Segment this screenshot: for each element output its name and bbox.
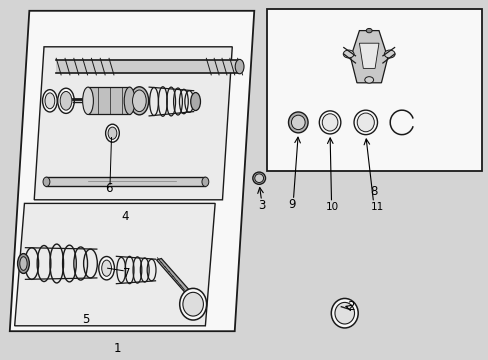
Polygon shape (266, 9, 481, 171)
Polygon shape (350, 31, 387, 83)
Polygon shape (156, 258, 190, 293)
Text: 2: 2 (346, 300, 354, 313)
Polygon shape (10, 11, 254, 331)
Ellipse shape (252, 172, 265, 184)
Text: 1: 1 (113, 342, 121, 355)
Text: 9: 9 (287, 198, 295, 211)
Ellipse shape (334, 302, 354, 324)
Ellipse shape (288, 112, 307, 133)
Text: 8: 8 (369, 185, 377, 198)
Ellipse shape (99, 256, 114, 280)
Ellipse shape (105, 124, 119, 142)
Ellipse shape (20, 257, 27, 270)
Ellipse shape (102, 260, 111, 276)
Ellipse shape (132, 90, 146, 112)
Ellipse shape (124, 87, 135, 114)
Ellipse shape (291, 115, 305, 130)
Ellipse shape (235, 59, 244, 74)
Ellipse shape (353, 110, 377, 135)
Text: 3: 3 (257, 199, 265, 212)
Text: 7: 7 (123, 267, 131, 280)
Polygon shape (56, 60, 239, 73)
Text: 5: 5 (81, 313, 89, 326)
Ellipse shape (366, 28, 371, 33)
Ellipse shape (319, 111, 340, 134)
Ellipse shape (356, 113, 374, 132)
Polygon shape (359, 43, 378, 68)
Ellipse shape (343, 50, 353, 58)
Ellipse shape (331, 298, 357, 328)
Ellipse shape (108, 127, 117, 139)
Text: 6: 6 (104, 182, 112, 195)
Ellipse shape (43, 177, 50, 186)
Ellipse shape (180, 288, 206, 320)
Ellipse shape (183, 292, 203, 316)
Text: 10: 10 (325, 202, 338, 212)
Ellipse shape (18, 253, 29, 274)
Ellipse shape (322, 114, 337, 131)
Text: 4: 4 (121, 210, 128, 223)
Polygon shape (46, 177, 205, 186)
Ellipse shape (60, 91, 72, 110)
Ellipse shape (202, 177, 208, 186)
Ellipse shape (384, 50, 394, 58)
Polygon shape (88, 87, 129, 114)
Ellipse shape (45, 93, 55, 109)
Ellipse shape (130, 87, 148, 115)
Ellipse shape (58, 88, 74, 113)
Polygon shape (15, 203, 215, 326)
Ellipse shape (82, 87, 93, 114)
Ellipse shape (190, 93, 200, 111)
Text: 11: 11 (370, 202, 384, 212)
Polygon shape (34, 47, 232, 200)
Ellipse shape (364, 77, 373, 83)
Ellipse shape (42, 90, 57, 112)
Ellipse shape (254, 174, 263, 183)
